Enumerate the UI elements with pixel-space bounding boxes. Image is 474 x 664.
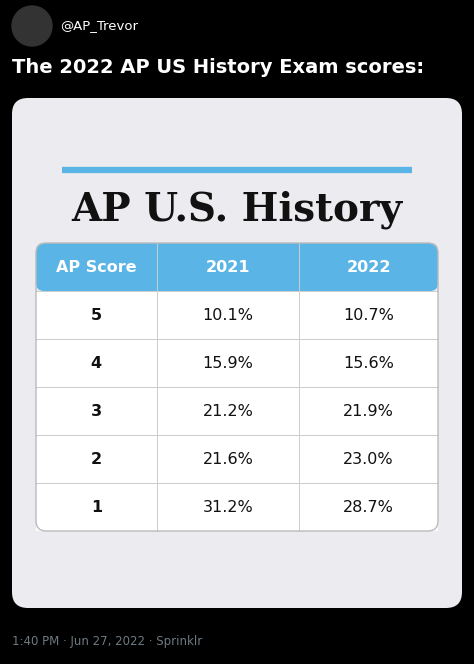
Text: 15.6%: 15.6% [343, 355, 394, 371]
Text: 15.9%: 15.9% [202, 355, 254, 371]
Text: 1: 1 [91, 499, 102, 515]
Text: 5: 5 [91, 307, 102, 323]
FancyBboxPatch shape [12, 98, 462, 608]
Text: 3: 3 [91, 404, 102, 418]
Circle shape [12, 6, 52, 46]
FancyBboxPatch shape [36, 243, 438, 291]
Text: 2: 2 [91, 452, 102, 467]
Text: 21.9%: 21.9% [343, 404, 394, 418]
Text: 23.0%: 23.0% [343, 452, 394, 467]
Text: 31.2%: 31.2% [202, 499, 253, 515]
Text: 21.6%: 21.6% [202, 452, 254, 467]
Text: 10.7%: 10.7% [343, 307, 394, 323]
Text: 21.2%: 21.2% [202, 404, 254, 418]
Text: 2022: 2022 [346, 260, 391, 274]
Text: AP U.S. History: AP U.S. History [72, 191, 402, 229]
Text: 1:40 PM · Jun 27, 2022 · Sprinklr: 1:40 PM · Jun 27, 2022 · Sprinklr [12, 635, 202, 649]
Text: 2021: 2021 [206, 260, 250, 274]
FancyBboxPatch shape [36, 291, 438, 531]
Text: 10.1%: 10.1% [202, 307, 254, 323]
Text: @AP_Trevor: @AP_Trevor [60, 19, 138, 33]
Text: The 2022 AP US History Exam scores:: The 2022 AP US History Exam scores: [12, 58, 424, 77]
Text: 28.7%: 28.7% [343, 499, 394, 515]
Text: 4: 4 [91, 355, 102, 371]
Text: AP Score: AP Score [56, 260, 137, 274]
